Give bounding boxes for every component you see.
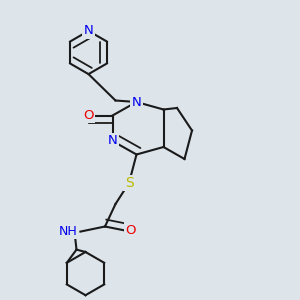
Text: O: O — [83, 109, 94, 122]
Text: S: S — [124, 176, 134, 190]
Text: N: N — [132, 95, 141, 109]
Text: NH: NH — [59, 225, 78, 238]
Text: N: N — [108, 134, 117, 148]
Text: N: N — [84, 24, 93, 38]
Text: O: O — [125, 224, 136, 237]
